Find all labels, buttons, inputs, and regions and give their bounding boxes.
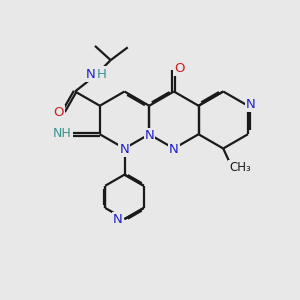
Text: O: O: [174, 62, 184, 75]
Text: N: N: [145, 129, 154, 142]
Text: H: H: [97, 68, 106, 80]
Text: NH: NH: [53, 127, 72, 140]
Text: N: N: [246, 98, 256, 111]
Text: N: N: [169, 143, 179, 156]
Text: N: N: [113, 214, 123, 226]
Text: CH₃: CH₃: [229, 161, 251, 174]
Text: N: N: [119, 143, 129, 156]
Text: N: N: [86, 68, 96, 81]
Text: O: O: [53, 106, 64, 119]
